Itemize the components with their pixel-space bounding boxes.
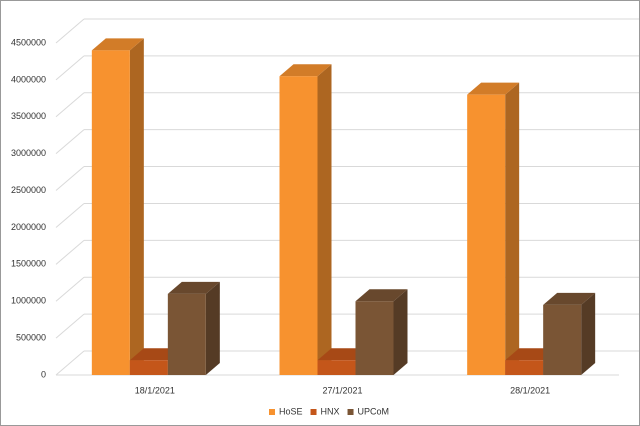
grid-side <box>55 313 85 339</box>
legend-swatch <box>310 409 317 415</box>
bar <box>91 50 130 375</box>
bar <box>543 304 582 375</box>
bar <box>355 301 394 375</box>
x-tick-label: 18/1/2021 <box>135 385 175 395</box>
bar-top <box>467 82 520 95</box>
grid-side <box>55 276 85 302</box>
grid-side <box>55 350 85 376</box>
y-tick-label: 4000000 <box>11 74 46 84</box>
bar <box>467 94 506 376</box>
bar-side <box>581 292 596 375</box>
y-tick-label: 3500000 <box>11 111 46 121</box>
legend-label: HNX <box>321 406 340 416</box>
bar-side <box>505 82 520 376</box>
bar-top <box>355 289 408 302</box>
bar-top <box>91 38 144 51</box>
legend-swatch <box>347 409 354 415</box>
grid-side <box>55 203 85 228</box>
bar-top <box>543 292 596 305</box>
bar-side <box>317 64 332 375</box>
x-tick-label: 28/1/2021 <box>510 385 550 395</box>
bar <box>317 360 356 375</box>
y-tick-label: 2000000 <box>11 222 46 232</box>
legend-label: HoSE <box>279 406 303 416</box>
bar-side <box>129 38 144 375</box>
legend-label: UPCoM <box>358 406 390 416</box>
bar-side <box>393 289 408 375</box>
legend-swatch <box>269 409 275 415</box>
y-tick-label: 1000000 <box>11 296 46 306</box>
grid-side <box>55 55 85 81</box>
y-tick-label: 4500000 <box>11 37 46 47</box>
y-tick-label: 0 <box>41 369 46 379</box>
bar-top <box>167 281 220 294</box>
y-tick-label: 3000000 <box>11 148 46 158</box>
grid-side <box>55 166 85 191</box>
grid-side <box>55 239 85 265</box>
bar <box>279 76 318 375</box>
grid-side <box>55 18 85 44</box>
grid-side <box>55 92 85 118</box>
bar-top <box>279 64 332 77</box>
y-tick-label: 500000 <box>16 332 46 342</box>
bar <box>505 360 544 375</box>
grid-side <box>55 129 85 155</box>
y-tick-label: 1500000 <box>11 259 46 269</box>
bar <box>129 360 168 375</box>
bar-side <box>205 281 220 375</box>
y-tick-label: 2500000 <box>11 185 46 195</box>
x-tick-label: 27/1/2021 <box>322 385 362 395</box>
bar <box>167 293 206 375</box>
legend: HoSE HNX UPCoM <box>269 406 389 416</box>
